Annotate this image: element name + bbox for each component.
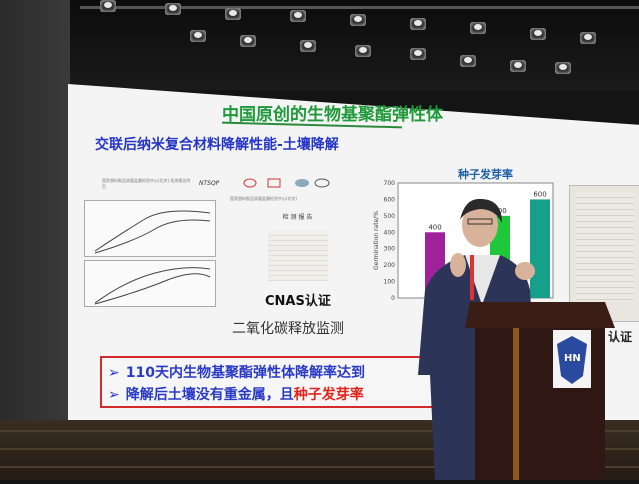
bar-data-label: 600: [533, 190, 546, 198]
arrow-icon: ➢: [108, 365, 120, 381]
y-tick-label: 0: [391, 295, 395, 302]
bar: [530, 199, 550, 298]
stage-light: [190, 30, 206, 42]
doc-header: 国家塑料制品质量监督检验中心(北京) 检测报告附页: [102, 178, 191, 189]
cnas-label: CNAS认证: [265, 294, 331, 309]
bullet-2-highlight: 种子发芽率: [293, 387, 364, 403]
bullet-1: ➢ 110天内生物基聚酯弹性体降解率达到: [108, 362, 365, 382]
stage-light: [165, 3, 181, 15]
y-tick-label: 600: [384, 196, 396, 203]
y-tick-label: 200: [384, 262, 396, 269]
report-body: [267, 231, 328, 281]
stage-light: [555, 62, 571, 74]
certificate-body: [576, 192, 634, 302]
y-tick-label: 500: [384, 213, 396, 220]
degradation-graph-1: [84, 200, 216, 257]
bullet-2: ➢ 降解后土壤没有重金属，且种子发芽率: [108, 384, 364, 404]
stage-light: [100, 0, 116, 12]
y-axis-label: Germination rate/%: [373, 211, 380, 270]
certification-logos: [243, 178, 330, 188]
podium: HN: [465, 298, 615, 480]
stage-light: [240, 35, 256, 47]
stage-light: [510, 60, 526, 72]
stage-light: [470, 22, 486, 34]
slide-subtitle: 交联后纳米复合材料降解性能-土壤降解: [95, 137, 339, 153]
bullet-1-text: 110天内生物基聚酯弹性体降解率达到: [125, 365, 365, 381]
conclusion-box: ➢ 110天内生物基聚酯弹性体降解率达到 ➢ 降解后土壤没有重金属，且种子发芽率: [100, 356, 445, 408]
degradation-graph-2: [84, 260, 216, 307]
stage-light: [460, 55, 476, 67]
arrow-icon: ➢: [108, 387, 120, 403]
bar-data-label: 400: [428, 223, 441, 231]
y-tick-label: 100: [384, 279, 396, 286]
stage-light: [410, 48, 426, 60]
cnas-test-report: 国家塑料制品质量监督检验中心(北京) 检 测 报 告: [230, 175, 365, 290]
test-report-graphs: 国家塑料制品质量监督检验中心(北京) 检测报告附页 NTSQP: [84, 178, 222, 318]
y-tick-label: 400: [384, 229, 396, 236]
y-tick-label: 300: [384, 246, 396, 253]
lighting-truss: [80, 6, 639, 9]
chart-title: 种子发芽率: [458, 168, 513, 181]
slide-title: 中国原创的生物基聚酯弹性体: [222, 105, 443, 125]
stage-ceiling: [0, 0, 639, 90]
report-title: 检 测 报 告: [282, 214, 313, 221]
stage-light: [580, 32, 596, 44]
university-logo: HN: [564, 353, 581, 364]
certification-label: 认证: [608, 330, 633, 344]
stage-light: [350, 14, 366, 26]
stage-light: [300, 40, 316, 52]
ntsqp-logo: NTSQP: [199, 180, 220, 187]
stage-light: [225, 8, 241, 20]
certificate-document: [569, 185, 639, 322]
co2-monitoring-label: 二氧化碳释放监测: [232, 321, 344, 337]
stage-light: [410, 18, 426, 30]
bullet-2-text: 降解后土壤没有重金属，且: [125, 387, 294, 403]
left-wall: [0, 0, 70, 480]
report-org: 国家塑料制品质量监督检验中心(北京): [230, 196, 298, 201]
stage-light: [290, 10, 306, 22]
stage-light: [355, 45, 371, 57]
y-tick-label: 700: [384, 180, 396, 187]
stage-light: [530, 28, 546, 40]
